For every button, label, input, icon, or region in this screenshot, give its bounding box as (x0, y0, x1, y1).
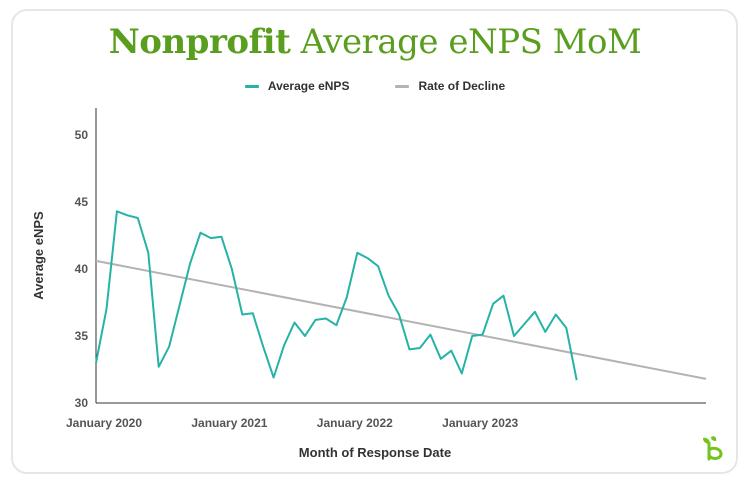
x-tick-label: January 2021 (191, 416, 267, 430)
legend-label-rate-of-decline: Rate of Decline (418, 79, 506, 93)
chart-title-bold: Nonprofit (108, 22, 291, 62)
legend-label-average-enps: Average eNPS (267, 79, 350, 93)
chart-title-rest: Average eNPS MoM (300, 22, 642, 62)
y-tick-label: 45 (75, 195, 89, 209)
y-tick-labels: 30 35 40 45 50 (75, 128, 89, 410)
series-group (95, 210, 707, 381)
y-axis-title: Average eNPS (31, 211, 46, 300)
legend: Average eNPS Rate of Decline (0, 79, 750, 93)
legend-swatch-average-enps (244, 84, 259, 88)
chart-title: Nonprofit Average eNPS MoM (0, 22, 750, 62)
y-tick-label: 40 (75, 262, 89, 276)
x-tick-label: January 2023 (442, 416, 518, 430)
y-tick-label: 30 (75, 396, 89, 410)
x-tick-label: January 2022 (317, 416, 393, 430)
x-tick-labels: January 2020 January 2021 January 2022 Janu… (66, 416, 519, 430)
chart-card (11, 9, 738, 474)
series-line-average-enps (95, 210, 578, 381)
x-tick-label: January 2020 (66, 416, 142, 430)
legend-item-average-enps: Average eNPS (244, 79, 350, 93)
y-tick-label: 50 (75, 128, 89, 142)
x-axis-title: Month of Response Date (299, 445, 451, 460)
legend-item-rate-of-decline: Rate of Decline (395, 79, 505, 93)
y-tick-label: 35 (75, 329, 89, 343)
brand-logo-icon (703, 436, 723, 461)
legend-swatch-rate-of-decline (395, 84, 410, 88)
